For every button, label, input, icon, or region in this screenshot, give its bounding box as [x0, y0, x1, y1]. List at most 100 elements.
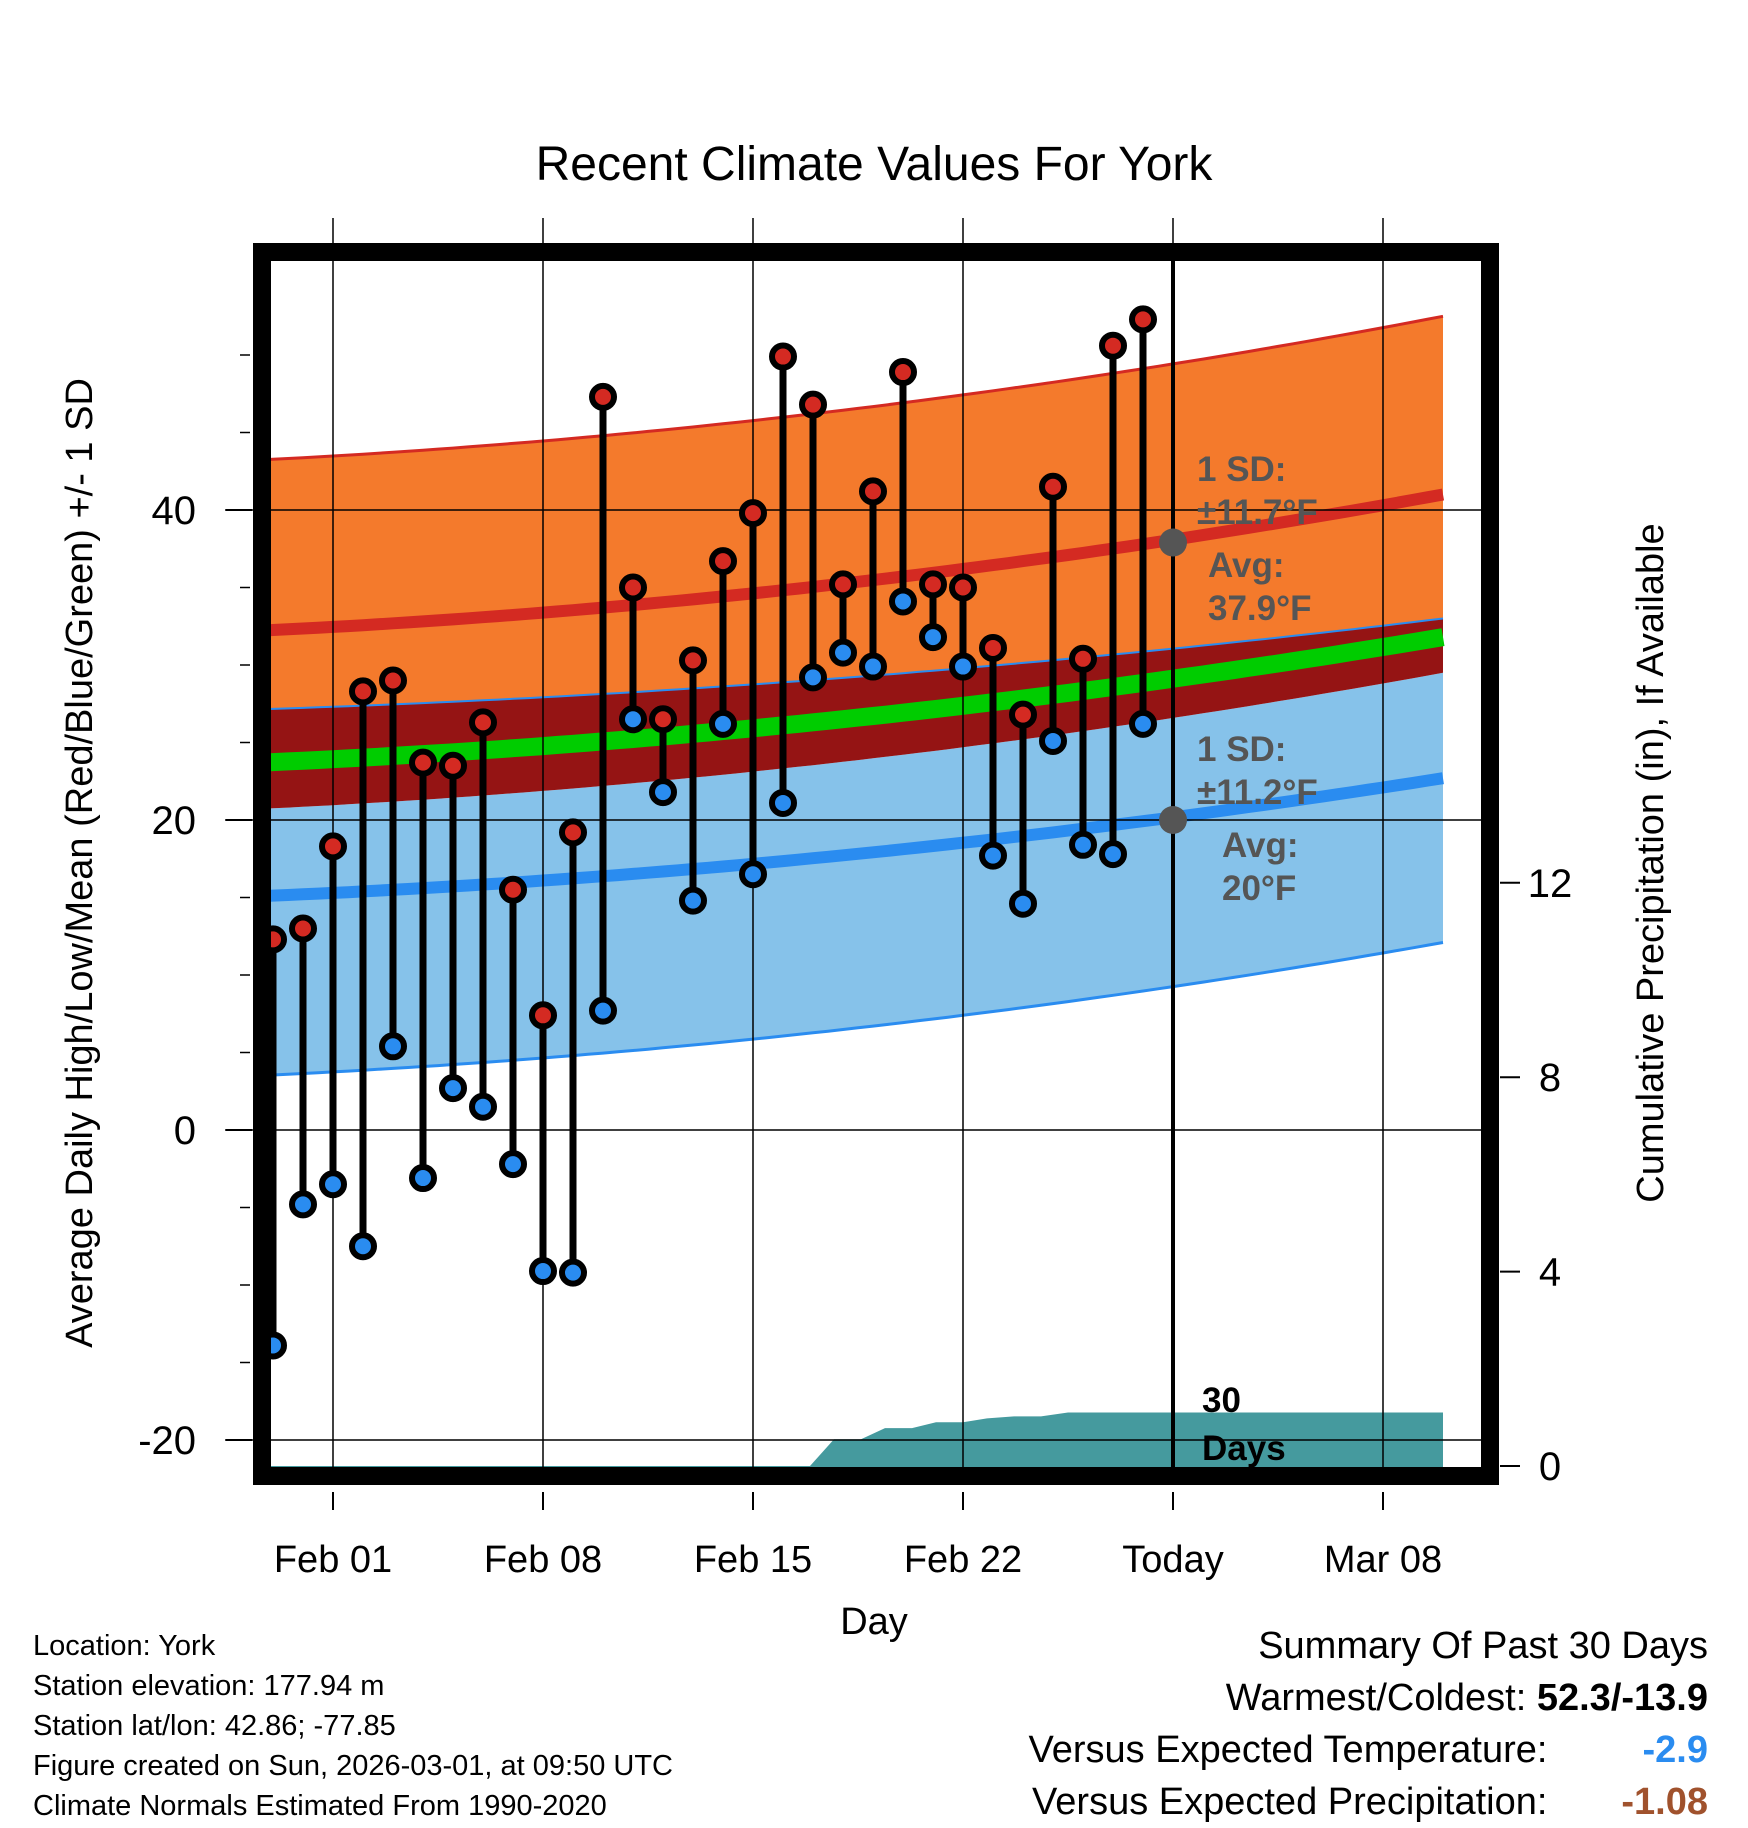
daily-low-point — [319, 1170, 347, 1199]
precipitation-area — [262, 1412, 1443, 1476]
elevation-text: Station elevation: 177.94 m — [33, 1670, 385, 1702]
low-avg-label: Avg: — [1222, 826, 1298, 865]
daily-low-point — [979, 841, 1007, 870]
daily-low-point — [859, 652, 887, 681]
precip-value: -1.08 — [1621, 1781, 1708, 1823]
daily-observations — [259, 305, 1157, 1360]
daily-low-point — [949, 652, 977, 681]
daily-high-point — [799, 390, 827, 419]
daily-low-point — [589, 996, 617, 1025]
y-tick-label-right: 12 — [1528, 862, 1573, 906]
daily-low-point — [1069, 830, 1097, 859]
daily-low-point — [289, 1190, 317, 1219]
daily-high-point — [739, 499, 767, 528]
daily-low-point — [1099, 840, 1127, 869]
low-lower-line — [262, 941, 1444, 1078]
daily-high-point — [289, 914, 317, 943]
daily-low-point — [739, 860, 767, 889]
daily-high-point — [709, 547, 737, 576]
daily-high-point — [529, 1001, 557, 1030]
daily-high-point — [319, 832, 347, 861]
y-axis-right-label: Cumulative Precipitation (in), If Availa… — [1630, 523, 1672, 1202]
daily-low-point — [469, 1092, 497, 1121]
warm-cold-label: Warmest/Coldest: — [1225, 1677, 1527, 1719]
annotations: 1 SD: ±11.7°F Avg: 37.9°F 1 SD: ±11.2°F … — [1159, 450, 1318, 1468]
axis-ticks: Feb 01 Feb 08 Feb 15 Feb 22 Today Mar 08 -20 0 2… — [138, 354, 1573, 1581]
latlon-text: Station lat/lon: 42.86; -77.85 — [33, 1710, 396, 1742]
daily-high-point — [949, 573, 977, 602]
daily-high-point — [829, 570, 857, 599]
summary-panel: Summary Of Past 30 Days Warmest/Coldest:… — [1029, 1620, 1708, 1828]
daily-high-point — [469, 708, 497, 737]
daily-high-point — [1039, 472, 1067, 501]
daily-low-point — [799, 663, 827, 692]
daily-high-point — [409, 748, 437, 777]
daily-high-point — [559, 818, 587, 847]
x-tick-label: Feb 15 — [694, 1539, 812, 1581]
daily-high-point — [1099, 331, 1127, 360]
daily-high-point — [1009, 700, 1037, 729]
high-avg-marker — [1159, 528, 1187, 557]
x-tick-label: Today — [1122, 1539, 1223, 1581]
daily-low-point — [769, 788, 797, 817]
daily-low-point — [529, 1257, 557, 1286]
daily-low-point — [1129, 709, 1157, 738]
high-avg-label: Avg: — [1208, 546, 1284, 585]
x-tick-label: Feb 01 — [274, 1539, 392, 1581]
daily-high-point — [859, 477, 887, 506]
daily-high-point — [589, 382, 617, 411]
low-avg-marker — [1159, 806, 1187, 834]
y-axis-left-label: Average Daily High/Low/Mean (Red/Blue/Gr… — [59, 378, 101, 1348]
high-sd-value: ±11.7°F — [1197, 493, 1318, 532]
daily-high-point — [679, 646, 707, 675]
daily-high-point — [1069, 644, 1097, 673]
summary-title: Summary Of Past 30 Days — [1258, 1625, 1708, 1667]
temp-row: Versus Expected Temperature: -2.9 — [1029, 1724, 1708, 1776]
low-sd-label: 1 SD: — [1197, 730, 1286, 769]
created-text: Figure created on Sun, 2026-03-01, at 09… — [33, 1750, 673, 1782]
daily-low-point — [829, 638, 857, 667]
low-sd-band — [262, 672, 1443, 1076]
plot-frame — [253, 243, 1499, 1485]
daily-high-point — [979, 633, 1007, 662]
normals-text: Climate Normals Estimated From 1990-2020 — [33, 1790, 607, 1822]
daily-high-point — [619, 573, 647, 602]
window-days-label: Days — [1202, 1429, 1286, 1468]
x-tick-label: Feb 08 — [484, 1539, 602, 1581]
window-days-number: 30 — [1202, 1381, 1241, 1420]
daily-low-point — [1039, 726, 1067, 755]
temp-label: Versus Expected Temperature: — [1028, 1729, 1548, 1771]
x-tick-label: Feb 22 — [904, 1539, 1022, 1581]
daily-low-point — [919, 623, 947, 652]
daily-high-point — [349, 677, 377, 706]
daily-low-point — [649, 778, 677, 807]
daily-high-point — [1129, 305, 1157, 334]
high-avg-value: 37.9°F — [1208, 589, 1312, 628]
y-tick-label-left: 0 — [174, 1109, 196, 1153]
daily-high-point — [889, 358, 917, 387]
y-tick-label-left: -20 — [138, 1419, 196, 1463]
daily-high-point — [499, 875, 527, 904]
precip-row: Versus Expected Precipitation: -1.08 — [1029, 1776, 1708, 1828]
station-info: Location: York Station elevation: 177.94… — [33, 1626, 673, 1826]
chart-title: Recent Climate Values For York — [536, 138, 1214, 191]
location-text: Location: York — [33, 1630, 216, 1662]
daily-low-point — [1009, 889, 1037, 918]
x-tick-label: Mar 08 — [1324, 1539, 1442, 1581]
daily-low-point — [499, 1150, 527, 1179]
daily-low-point — [439, 1074, 467, 1103]
daily-low-point — [679, 886, 707, 915]
daily-high-point — [919, 570, 947, 599]
daily-low-point — [409, 1164, 437, 1193]
daily-high-point — [649, 705, 677, 734]
daily-high-point — [769, 342, 797, 371]
daily-low-point — [889, 587, 917, 616]
y-tick-label-right: 0 — [1539, 1445, 1561, 1489]
precip-label: Versus Expected Precipitation: — [1032, 1781, 1548, 1823]
daily-high-point — [379, 666, 407, 695]
daily-low-point — [349, 1232, 377, 1261]
y-tick-label-right: 8 — [1539, 1056, 1561, 1100]
high-sd-label: 1 SD: — [1197, 450, 1286, 489]
daily-low-point — [559, 1258, 587, 1287]
